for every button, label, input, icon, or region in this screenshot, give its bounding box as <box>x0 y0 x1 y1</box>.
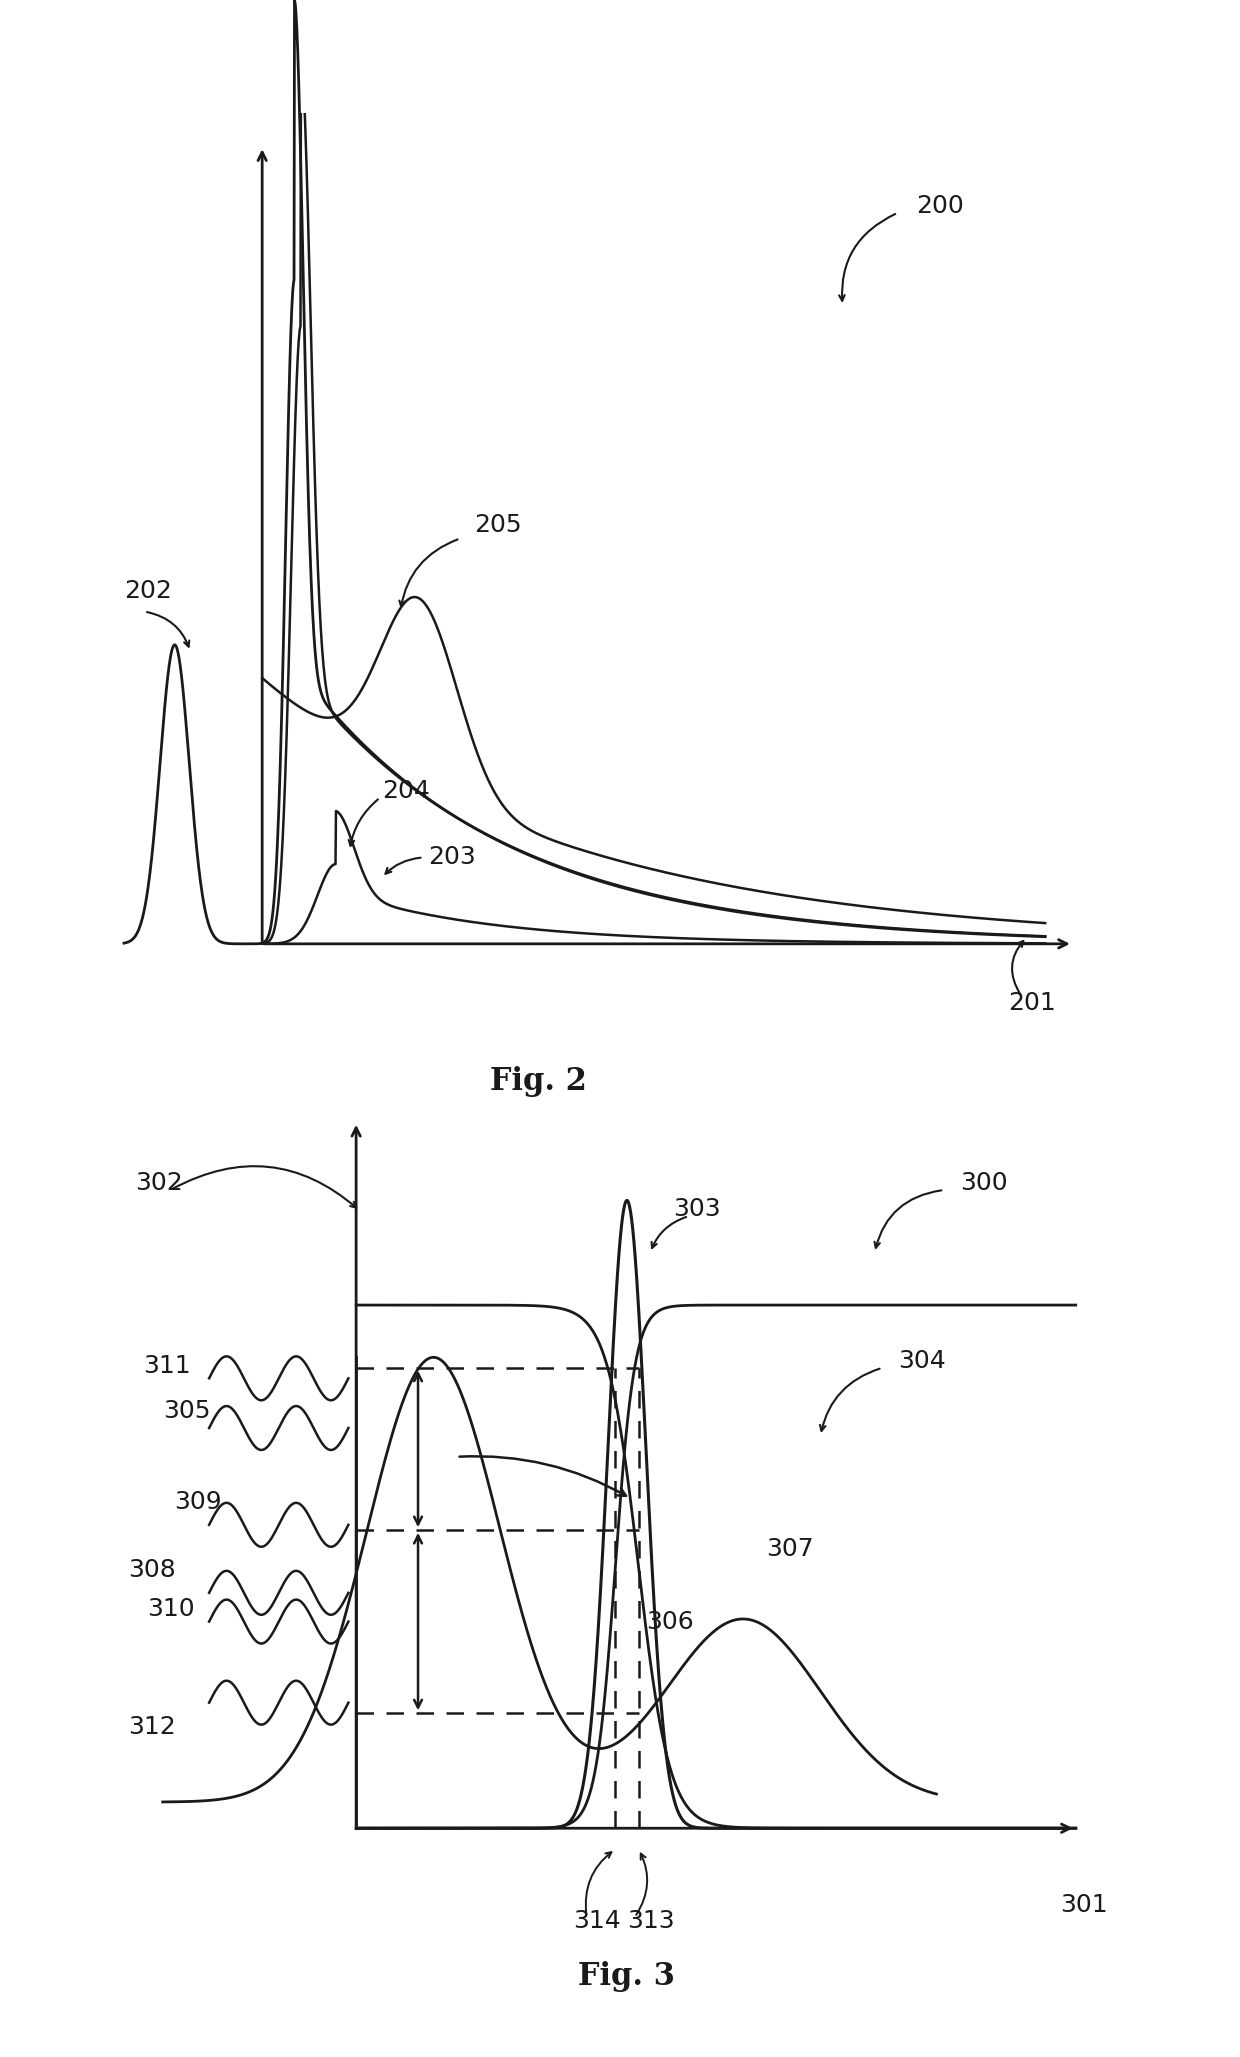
Text: 200: 200 <box>916 193 963 218</box>
Text: Fig. 3: Fig. 3 <box>578 1960 676 1991</box>
Text: 307: 307 <box>766 1537 813 1561</box>
Text: 205: 205 <box>474 512 522 537</box>
Text: 306: 306 <box>646 1611 694 1635</box>
Text: 202: 202 <box>124 580 172 603</box>
Text: 303: 303 <box>673 1197 720 1222</box>
Text: 308: 308 <box>128 1557 176 1582</box>
Text: 300: 300 <box>960 1170 1007 1195</box>
Text: 314: 314 <box>573 1909 620 1934</box>
Text: 304: 304 <box>898 1349 946 1372</box>
Text: 313: 313 <box>627 1909 675 1934</box>
Text: 305: 305 <box>162 1399 211 1423</box>
Text: 201: 201 <box>1008 991 1056 1016</box>
Text: Fig. 2: Fig. 2 <box>490 1066 587 1096</box>
Text: 204: 204 <box>382 780 430 802</box>
Text: 311: 311 <box>144 1354 191 1378</box>
Text: 301: 301 <box>1060 1892 1107 1917</box>
Text: 302: 302 <box>135 1170 184 1195</box>
Text: 309: 309 <box>175 1489 222 1514</box>
Text: 310: 310 <box>148 1598 195 1621</box>
Text: 203: 203 <box>428 845 476 870</box>
Text: 312: 312 <box>128 1716 176 1738</box>
